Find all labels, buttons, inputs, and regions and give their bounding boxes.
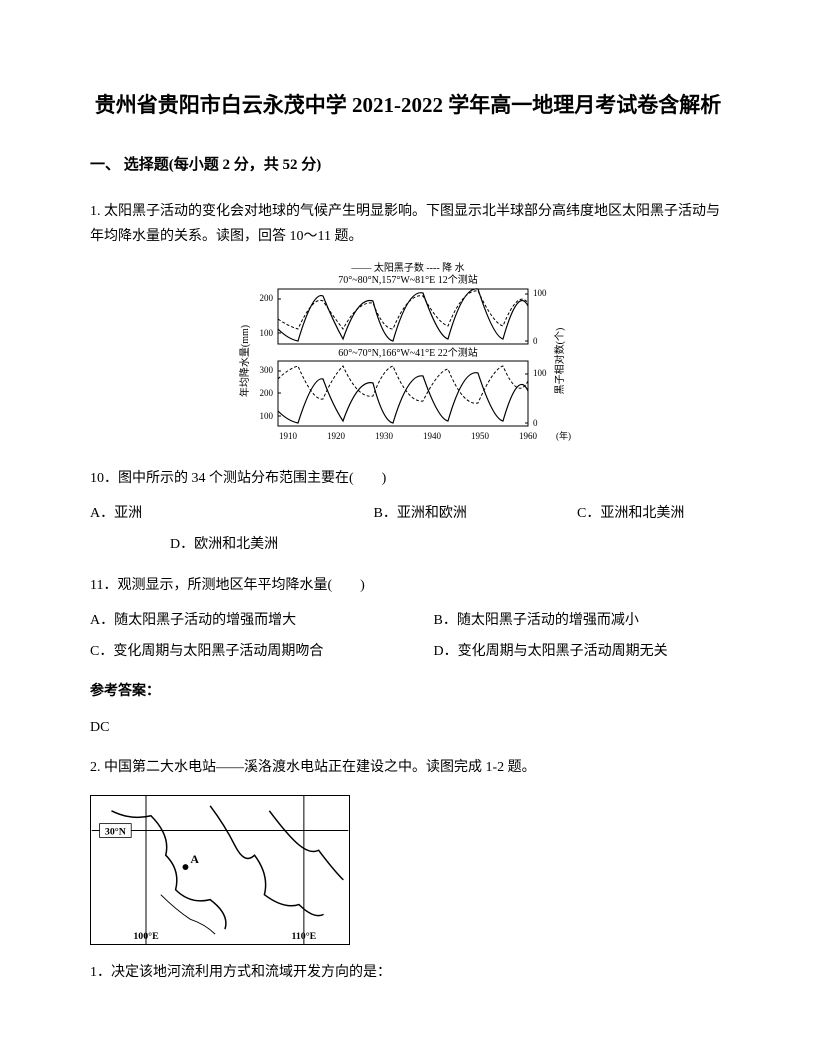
q11-optC: C．变化周期与太阳黑子活动周期吻合 xyxy=(90,637,430,668)
lon-label-2: 110°E xyxy=(291,931,316,942)
answer-label: 参考答案： xyxy=(90,679,726,704)
question-2-sub1: 1．决定该地河流利用方式和流域开发方向的是： xyxy=(90,960,726,985)
x-label-year: (年) xyxy=(556,430,571,441)
lon-label-1: 100°E xyxy=(133,931,159,942)
x-1960: 1960 xyxy=(519,431,538,441)
river-line-3 xyxy=(269,811,343,880)
section-header: 一、 选择题(每小题 2 分，共 52 分) xyxy=(90,152,726,179)
question-10: 10．图中所示的 34 个测站分布范围主要在( ) A．亚洲 B．亚洲和欧洲 C… xyxy=(90,466,726,561)
bottom-panel-box xyxy=(278,361,528,426)
q11-optB: B．随太阳黑子活动的增强而减小 xyxy=(434,613,639,628)
x-1950: 1950 xyxy=(471,431,490,441)
ylabel-right: 黑子相对数(个) xyxy=(553,328,566,395)
exam-title: 贵州省贵阳市白云永茂中学 2021-2022 学年高一地理月考试卷含解析 xyxy=(90,90,726,122)
bot-yr-100: 100 xyxy=(533,368,547,378)
ylabel-left: 年均降水量(mm) xyxy=(238,325,251,397)
bot-y-300: 300 xyxy=(260,365,274,375)
bot-y-100: 100 xyxy=(260,411,274,421)
panel2-label: 60°~70°N,166°W~41°E 22个测站 xyxy=(338,346,478,359)
q11-optA: A．随太阳黑子活动的增强而增大 xyxy=(90,606,430,637)
point-a-marker xyxy=(183,864,189,870)
lat-label: 30°N xyxy=(105,826,126,837)
sunspot-rainfall-chart: —— 太阳黑子数 ---- 降 水 70°~80°N,157°W~81°E 12… xyxy=(228,261,588,451)
bottom-rainfall-line xyxy=(278,366,528,403)
x-1910: 1910 xyxy=(279,431,298,441)
q10-text: 10．图中所示的 34 个测站分布范围主要在( ) xyxy=(90,466,726,491)
q11-options: A．随太阳黑子活动的增强而增大 B．随太阳黑子活动的增强而减小 C．变化周期与太… xyxy=(90,606,726,668)
map-container: 30°N 100°E 110°E A xyxy=(90,795,350,945)
map-svg: 30°N 100°E 110°E A xyxy=(91,796,349,944)
bot-yr-0: 0 xyxy=(533,418,538,428)
q10-options: A．亚洲 B．亚洲和欧洲 C．亚洲和北美洲 D．欧洲和北美洲 xyxy=(90,499,726,561)
top-y-200: 200 xyxy=(260,293,274,303)
x-1940: 1940 xyxy=(423,431,442,441)
legend-line1: —— 太阳黑子数 ---- 降 水 xyxy=(350,261,464,274)
top-y-100: 100 xyxy=(260,328,274,338)
question-1-intro: 1. 太阳黑子活动的变化会对地球的气候产生明显影响。下图显示北半球部分高纬度地区… xyxy=(90,199,726,249)
q2-sub1-text: 1．决定该地河流利用方式和流域开发方向的是： xyxy=(90,960,726,985)
q10-optB: B．亚洲和欧洲 xyxy=(374,499,574,530)
q11-optD: D．变化周期与太阳黑子活动周期无关 xyxy=(434,644,668,659)
question-11: 11．观测显示，所测地区年平均降水量( ) A．随太阳黑子活动的增强而增大 B．… xyxy=(90,573,726,668)
top-yr-0: 0 xyxy=(533,336,538,346)
legend-line2: 70°~80°N,157°W~81°E 12个测站 xyxy=(338,273,478,286)
question-2-intro: 2. 中国第二大水电站——溪洛渡水电站正在建设之中。读图完成 1-2 题。 xyxy=(90,755,726,780)
bottom-sunspot-line xyxy=(278,373,528,423)
q1-intro-text: 1. 太阳黑子活动的变化会对地球的气候产生明显影响。下图显示北半球部分高纬度地区… xyxy=(90,199,726,249)
q2-intro-text: 2. 中国第二大水电站——溪洛渡水电站正在建设之中。读图完成 1-2 题。 xyxy=(90,755,726,780)
x-1930: 1930 xyxy=(375,431,394,441)
top-panel-box xyxy=(278,289,528,344)
q10-optD: D．欧洲和北美洲 xyxy=(170,530,278,561)
chart-svg: —— 太阳黑子数 ---- 降 水 70°~80°N,157°W~81°E 12… xyxy=(228,261,588,451)
top-yr-100: 100 xyxy=(533,288,547,298)
answer-text: DC xyxy=(90,715,726,740)
q11-text: 11．观测显示，所测地区年平均降水量( ) xyxy=(90,573,726,598)
x-1920: 1920 xyxy=(327,431,346,441)
q10-optC: C．亚洲和北美洲 xyxy=(577,499,684,530)
q10-optA: A．亚洲 xyxy=(90,499,370,530)
bot-y-200: 200 xyxy=(260,388,274,398)
point-a-label: A xyxy=(190,852,199,866)
river-line-2 xyxy=(210,806,323,916)
top-sunspot-line xyxy=(278,289,528,341)
